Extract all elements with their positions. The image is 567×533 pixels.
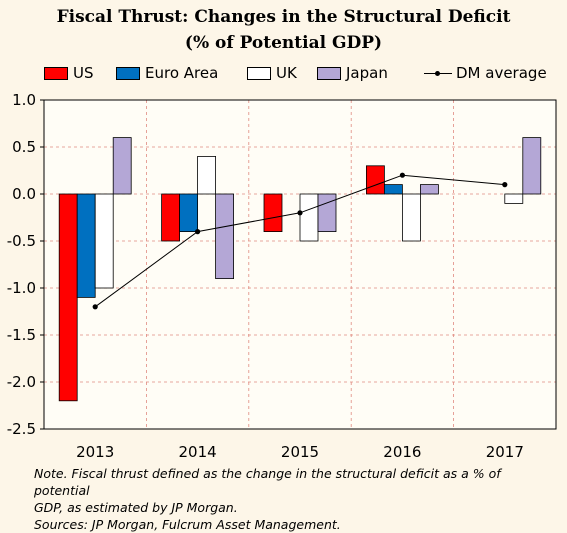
legend-label-uk: UK: [276, 64, 297, 82]
y-tick-label: -1.5: [7, 326, 36, 344]
dm-average-point: [399, 172, 405, 178]
y-tick-label: 0.0: [12, 185, 36, 203]
legend-swatch-euro-area: [116, 66, 140, 80]
dm-average-point: [92, 304, 98, 310]
bar-euro-area: [76, 193, 96, 298]
bar-japan: [317, 193, 337, 232]
legend-item-dm-average: DM average: [424, 64, 547, 82]
dm-average-point: [502, 182, 508, 188]
legend-label-japan: Japan: [346, 64, 388, 82]
legend-label-dm-average: DM average: [456, 64, 547, 82]
x-tick-label: 2017: [486, 443, 524, 461]
bar-japan: [112, 137, 132, 195]
chart-subtitle: (% of Potential GDP): [184, 33, 383, 53]
legend-item-uk: UK: [247, 64, 297, 82]
y-tick-label: 1.0: [12, 91, 36, 109]
y-tick-label: -2.5: [7, 420, 36, 438]
dm-average-point: [297, 210, 303, 216]
bar-uk: [504, 193, 524, 204]
bar-uk: [197, 156, 217, 195]
chart-plot: 1.0 0.5 0.0 -0.5 -1.0 -1.5 -2.0 -2.5 2013 2014 201…: [7, 91, 557, 461]
y-tick-label: -0.5: [7, 232, 36, 250]
x-tick-label: 2014: [179, 443, 217, 461]
x-tick-label: 2013: [76, 443, 114, 461]
y-tick-label: -1.0: [7, 279, 36, 297]
legend-swatch-uk: [247, 66, 271, 80]
chart-note: Note. Fiscal thrust defined as the chang…: [34, 465, 559, 533]
plot-frame: [43, 99, 557, 430]
legend-swatch-us: [44, 66, 68, 80]
x-tick-label: 2016: [383, 443, 421, 461]
note-line-1: Note. Fiscal thrust defined as the chang…: [34, 466, 501, 498]
bar-us: [161, 193, 181, 242]
legend-item-us: US: [44, 64, 94, 82]
legend-line-marker-icon: [424, 67, 452, 80]
dm-average-point: [195, 229, 201, 235]
bar-japan: [215, 193, 235, 279]
bar-uk: [94, 193, 114, 289]
y-tick-label: 0.5: [12, 138, 36, 156]
legend-item-euro-area: Euro Area: [116, 64, 218, 82]
bar-uk: [299, 193, 319, 242]
chart-title: Fiscal Thrust: Changes in the Structural…: [56, 7, 511, 27]
x-tick-label: 2015: [281, 443, 319, 461]
bar-japan: [522, 137, 542, 195]
bar-euro-area: [383, 184, 403, 195]
bar-us: [58, 193, 78, 402]
legend-label-us: US: [73, 64, 94, 82]
legend-item-japan: Japan: [317, 64, 388, 82]
y-tick-label: -2.0: [7, 373, 36, 391]
bar-us: [365, 165, 385, 195]
note-line-2: GDP, as estimated by JP Morgan.: [34, 500, 238, 515]
bar-uk: [401, 193, 421, 242]
legend-label-euro-area: Euro Area: [145, 64, 219, 82]
bar-euro-area: [179, 193, 199, 232]
note-line-3: Sources: JP Morgan, Fulcrum Asset Manage…: [34, 517, 341, 532]
bar-japan: [419, 184, 439, 195]
bar-us: [263, 193, 283, 232]
chart-legend: US Euro Area UK Japan DM average: [44, 64, 564, 86]
legend-swatch-japan: [317, 66, 341, 80]
